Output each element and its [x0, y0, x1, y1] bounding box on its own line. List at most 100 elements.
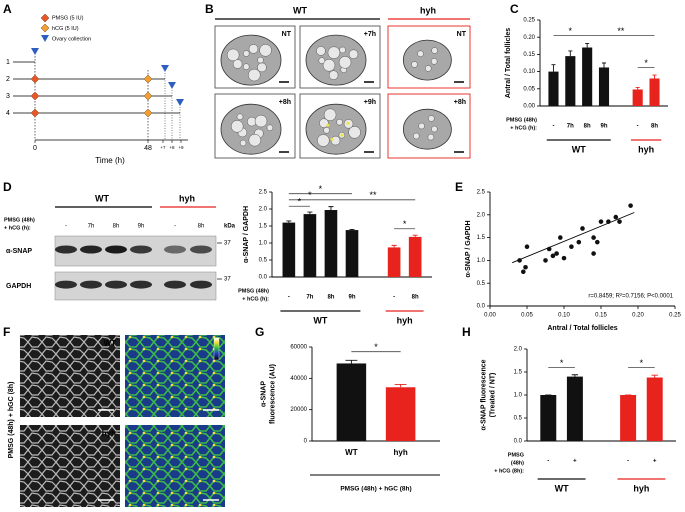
lut-scale [213, 337, 220, 361]
group-header: hyh [179, 193, 195, 203]
time-tick-label: +7 [160, 145, 166, 150]
error-bar [328, 206, 334, 211]
y-tick-label: 1.0 [477, 258, 486, 264]
row-label: + hCG (h): [4, 225, 31, 231]
x-tick-label: 0.10 [558, 313, 570, 319]
lane-label: 8h [113, 224, 120, 230]
follicle [319, 118, 329, 128]
row-label: + hCG (8h): [494, 468, 524, 474]
blot-band [55, 245, 77, 254]
error-bar [286, 220, 292, 223]
significance-label: * [403, 219, 407, 229]
fit-line [512, 212, 635, 264]
group-header: WT [95, 193, 109, 203]
follicle [336, 118, 343, 126]
micrograph [20, 425, 120, 507]
time-tick-label: 0 [33, 145, 37, 152]
bar [408, 236, 422, 277]
follicle [226, 48, 240, 62]
error-bar [571, 374, 579, 377]
scatter-point [543, 258, 548, 263]
category-label: 8h [651, 124, 658, 130]
collection-marker [176, 99, 184, 106]
follicle [431, 47, 438, 54]
y-tick-label: 2.0 [259, 207, 268, 213]
scatter-point [569, 244, 574, 250]
follicle [424, 65, 432, 72]
category-label: - [637, 124, 639, 130]
significance-label: * [569, 26, 573, 36]
scatter-point [523, 264, 528, 270]
scatter-point [576, 239, 582, 245]
bar [345, 230, 359, 277]
follicle [259, 44, 272, 57]
follicle [338, 56, 352, 69]
follicle [413, 132, 420, 140]
significance-label: * [319, 184, 323, 194]
error-bar [394, 383, 407, 388]
y-tick-label: 0.0 [259, 275, 268, 281]
follicle [427, 133, 435, 141]
category-label: + [653, 459, 657, 465]
bar [598, 67, 610, 106]
bar [303, 214, 317, 277]
follicle [348, 49, 359, 59]
category-label: hyh [393, 448, 407, 457]
follicle [430, 58, 438, 65]
follicle [328, 70, 339, 80]
x-tick-label: 0.00 [484, 313, 496, 319]
micrograph [20, 335, 120, 417]
panel-letter: C [510, 2, 519, 16]
follicle [428, 115, 435, 122]
ovary-section [402, 39, 452, 81]
y-tick-label: 0.00 [523, 104, 535, 110]
significance-label: * [560, 358, 564, 368]
y-tick-label: 0.20 [523, 35, 535, 41]
follicle [411, 61, 418, 68]
time-tick-label: +9 [178, 145, 184, 150]
image-label: +7h [364, 31, 376, 38]
ovary-section [220, 103, 282, 155]
category-label: - [552, 124, 554, 130]
blot-band [105, 245, 127, 254]
follicle [339, 46, 346, 54]
bar [324, 210, 338, 277]
panel-letter: H [462, 325, 471, 339]
legend-label: PMSG (5 IU) [52, 15, 84, 21]
follicle [230, 120, 244, 133]
bar [582, 47, 593, 106]
collection-marker [41, 35, 49, 42]
y-tick-label: 1.0 [514, 393, 523, 399]
x-axis-label: Antral / Total follicles [547, 325, 617, 332]
marker-label: 37 [224, 277, 231, 283]
marker-star [330, 137, 334, 141]
marker-star [326, 123, 330, 127]
follicle [248, 133, 262, 147]
y-tick-label: 1.5 [259, 224, 268, 230]
error-bar [585, 42, 590, 48]
y-tick-label: 40000 [290, 376, 307, 382]
error-bar [635, 86, 640, 90]
significance-label: * [308, 190, 312, 200]
y-axis-label: (Treated / NT) [489, 373, 496, 418]
blot-band [130, 245, 152, 254]
row-label: 4 [6, 110, 10, 117]
follicle [236, 113, 244, 121]
scatter-point [591, 251, 596, 256]
category-label: 8h [584, 124, 591, 130]
scatter-point [517, 258, 522, 263]
significance-label: ** [617, 26, 625, 36]
scatter-point [617, 219, 622, 224]
image-label: NT [457, 31, 467, 38]
group-label: WT [555, 483, 569, 493]
blot-band [105, 280, 127, 289]
y-axis-label: α-SNAP fluorescence [480, 359, 487, 430]
scatter-point [595, 239, 600, 245]
image-label: NT [282, 31, 292, 38]
y-tick-label: 60000 [290, 345, 307, 351]
error-bar [391, 244, 397, 248]
scatter-point [591, 235, 596, 240]
row-label: 1 [6, 59, 10, 66]
y-tick-label: 0.05 [523, 86, 535, 92]
